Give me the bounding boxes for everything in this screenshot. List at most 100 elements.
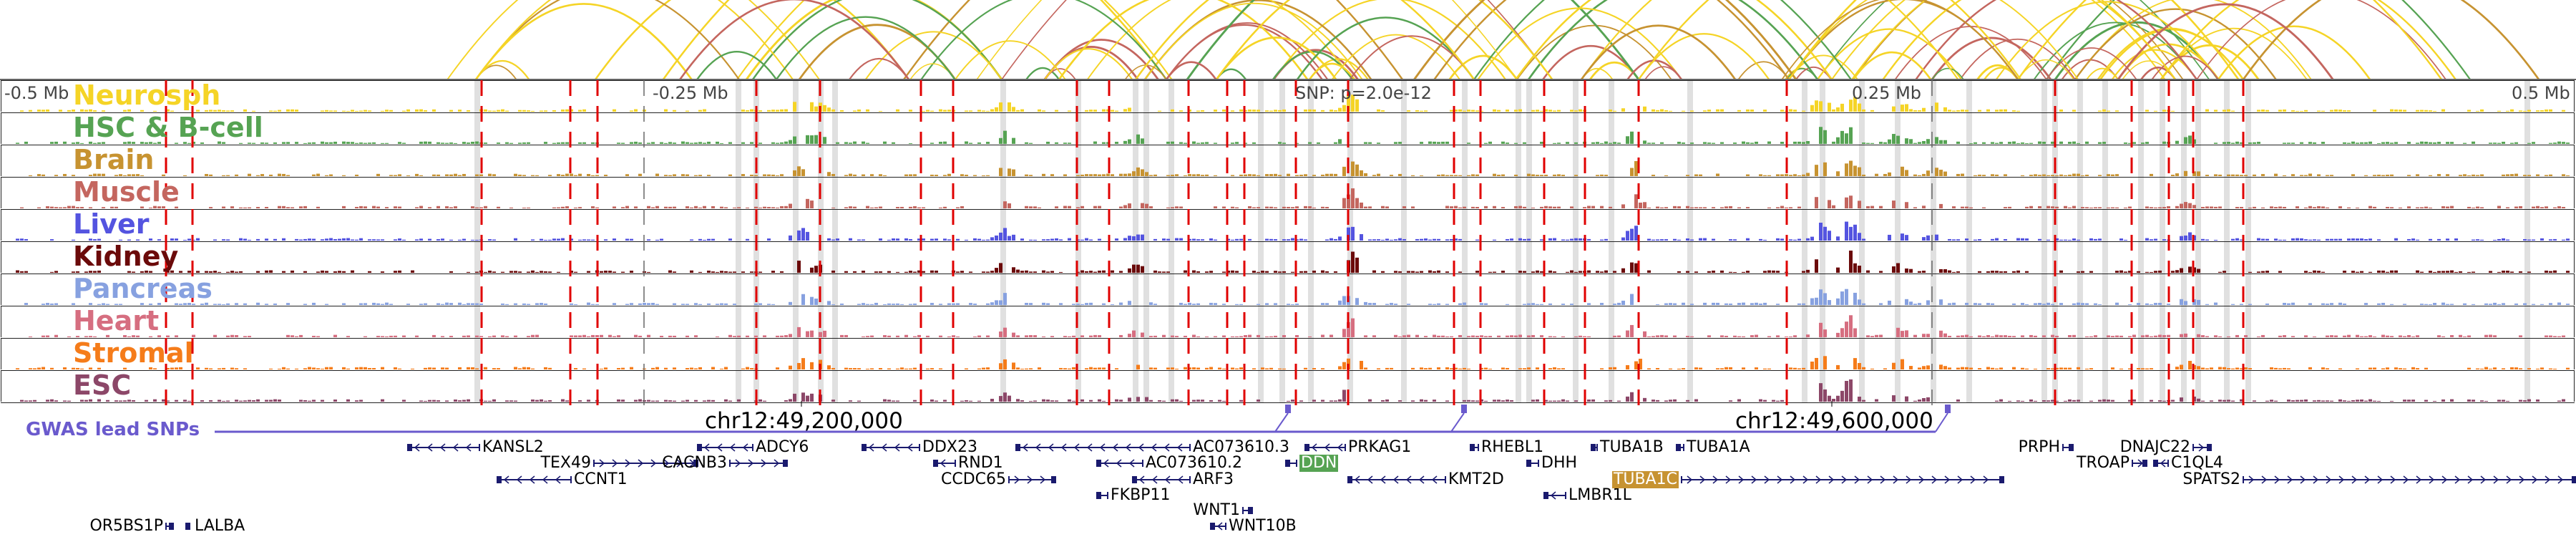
signal-bar [1531, 400, 1535, 402]
signal-bar [1956, 367, 1960, 369]
signal-bar [2296, 238, 2299, 241]
gene-label-or5bs1p[interactable]: OR5BS1P [89, 517, 163, 535]
highlight-stripe [1143, 274, 1149, 306]
signal-bar [681, 141, 685, 144]
gene-label-lalba[interactable]: LALBA [195, 517, 245, 535]
snp-marker[interactable] [1285, 405, 1291, 413]
signal-bar [2433, 142, 2436, 144]
highlight-stripe [1258, 113, 1264, 145]
signal-bar [72, 239, 75, 241]
signal-bar [2424, 110, 2428, 112]
signal-bar [84, 271, 88, 273]
signal-bar [956, 238, 960, 241]
gene-label-ac073610-2[interactable]: AC073610.2 [1146, 454, 1242, 472]
signal-bar [381, 336, 384, 337]
signal-bar [1703, 110, 1707, 112]
signal-bar [479, 239, 483, 241]
highlight-stripe [1347, 210, 1353, 241]
signal-bar [2235, 367, 2239, 369]
gene-label-ddn[interactable]: DDN [1299, 454, 1339, 472]
signal-bar [1433, 238, 1436, 241]
gene-label-troap[interactable]: TROAP [2077, 454, 2129, 472]
signal-bar [1364, 301, 1367, 305]
gene-label-wnt1[interactable]: WNT1 [1193, 501, 1240, 519]
signal-bar [1295, 142, 1299, 144]
signal-bar [514, 173, 517, 176]
gene-label-prkag1[interactable]: PRKAG1 [1348, 438, 1412, 456]
gene-label-ccnt1[interactable]: CCNT1 [574, 470, 628, 488]
signal-bar [2158, 400, 2162, 402]
gene-label-rnd1[interactable]: RND1 [958, 454, 1003, 472]
gene-label-tuba1a[interactable]: TUBA1A [1687, 438, 1750, 456]
gene-label-tuba1b[interactable]: TUBA1B [1600, 438, 1664, 456]
signal-bar [1102, 142, 1106, 144]
signal-bar [2347, 238, 2351, 241]
signal-bar [1793, 141, 1797, 144]
signal-bar [226, 335, 230, 337]
signal-bar [1853, 224, 1857, 241]
gene-label-kansl2[interactable]: KANSL2 [482, 438, 544, 456]
highlight-stripe [2052, 274, 2058, 306]
snp-marker[interactable] [1945, 405, 1951, 413]
signal-bar [2394, 109, 2398, 112]
strand-arrow [2493, 475, 2499, 484]
signal-bar [587, 302, 590, 305]
signal-bar [2377, 270, 2381, 273]
gene-label-tuba1c[interactable]: TUBA1C [1611, 470, 1679, 488]
gene-label-ccdc65[interactable]: CCDC65 [940, 470, 1006, 488]
gene-label-fkbp11[interactable]: FKBP11 [1111, 486, 1171, 504]
signal-bar [1196, 110, 1200, 112]
signal-bar [1978, 238, 1981, 241]
signal-bar [1737, 399, 1741, 402]
signal-bar [1068, 142, 1071, 144]
gene-track [165, 443, 2576, 531]
signal-bar [2188, 203, 2192, 208]
signal-bar [1956, 271, 1960, 273]
gene-label-cacnb3[interactable]: CACNB3 [662, 454, 727, 472]
gene-label-lmbr1l[interactable]: LMBR1L [1568, 486, 1631, 504]
signal-bar [1463, 110, 1466, 112]
gene-label-dhh[interactable]: DHH [1541, 454, 1578, 472]
signal-bar [2437, 238, 2441, 241]
signal-bar [2351, 238, 2355, 241]
highlight-stripe [1000, 113, 1006, 145]
gene-label-prph[interactable]: PRPH [2018, 438, 2060, 456]
signal-bar [1587, 205, 1591, 208]
highlight-stripe [2195, 339, 2201, 370]
signal-bar [2493, 335, 2497, 337]
signal-bar [364, 110, 367, 112]
signal-bar [1454, 367, 1458, 369]
signal-bar [1175, 336, 1179, 337]
gene-label-arf3[interactable]: ARF3 [1193, 470, 1234, 488]
signal-bar [316, 206, 320, 208]
snp-marker[interactable] [1461, 405, 1467, 413]
highlight-stripe [1820, 242, 1825, 274]
gene-label-ddx23[interactable]: DDX23 [922, 438, 977, 456]
signal-bar [2497, 400, 2501, 402]
signal-bar [2347, 334, 2351, 337]
gene-label-rhebl1[interactable]: RHEBL1 [1481, 438, 1544, 456]
gene-label-wnt10b[interactable]: WNT10B [1229, 517, 1297, 535]
gene-label-adcy6[interactable]: ADCY6 [756, 438, 809, 456]
gene-label-dnajc22[interactable]: DNAJC22 [2119, 438, 2190, 456]
signal-bar [2300, 238, 2303, 241]
signal-bar [1982, 142, 1986, 144]
signal-bar [303, 400, 307, 402]
gene-label-kmt2d[interactable]: KMT2D [1448, 470, 1504, 488]
signal-bar [2214, 335, 2218, 337]
signal-bar [771, 142, 775, 144]
signal-bar [2411, 367, 2415, 369]
signal-bar [1531, 174, 1535, 176]
signal-bar [866, 336, 869, 337]
gene-label-c1ql4[interactable]: C1QL4 [2171, 454, 2223, 472]
signal-bar [1664, 175, 1668, 176]
gene-label-spats2[interactable]: SPATS2 [2182, 470, 2240, 488]
gene-label-tex49[interactable]: TEX49 [540, 454, 591, 472]
signal-bar [1733, 271, 1737, 273]
signal-bar [552, 142, 556, 144]
signal-bar [1244, 142, 1247, 144]
signal-bar [1621, 204, 1625, 208]
signal-bar [1128, 173, 1131, 176]
signal-bar [2326, 304, 2329, 305]
gene-label-ac073610-3[interactable]: AC073610.3 [1193, 438, 1289, 456]
